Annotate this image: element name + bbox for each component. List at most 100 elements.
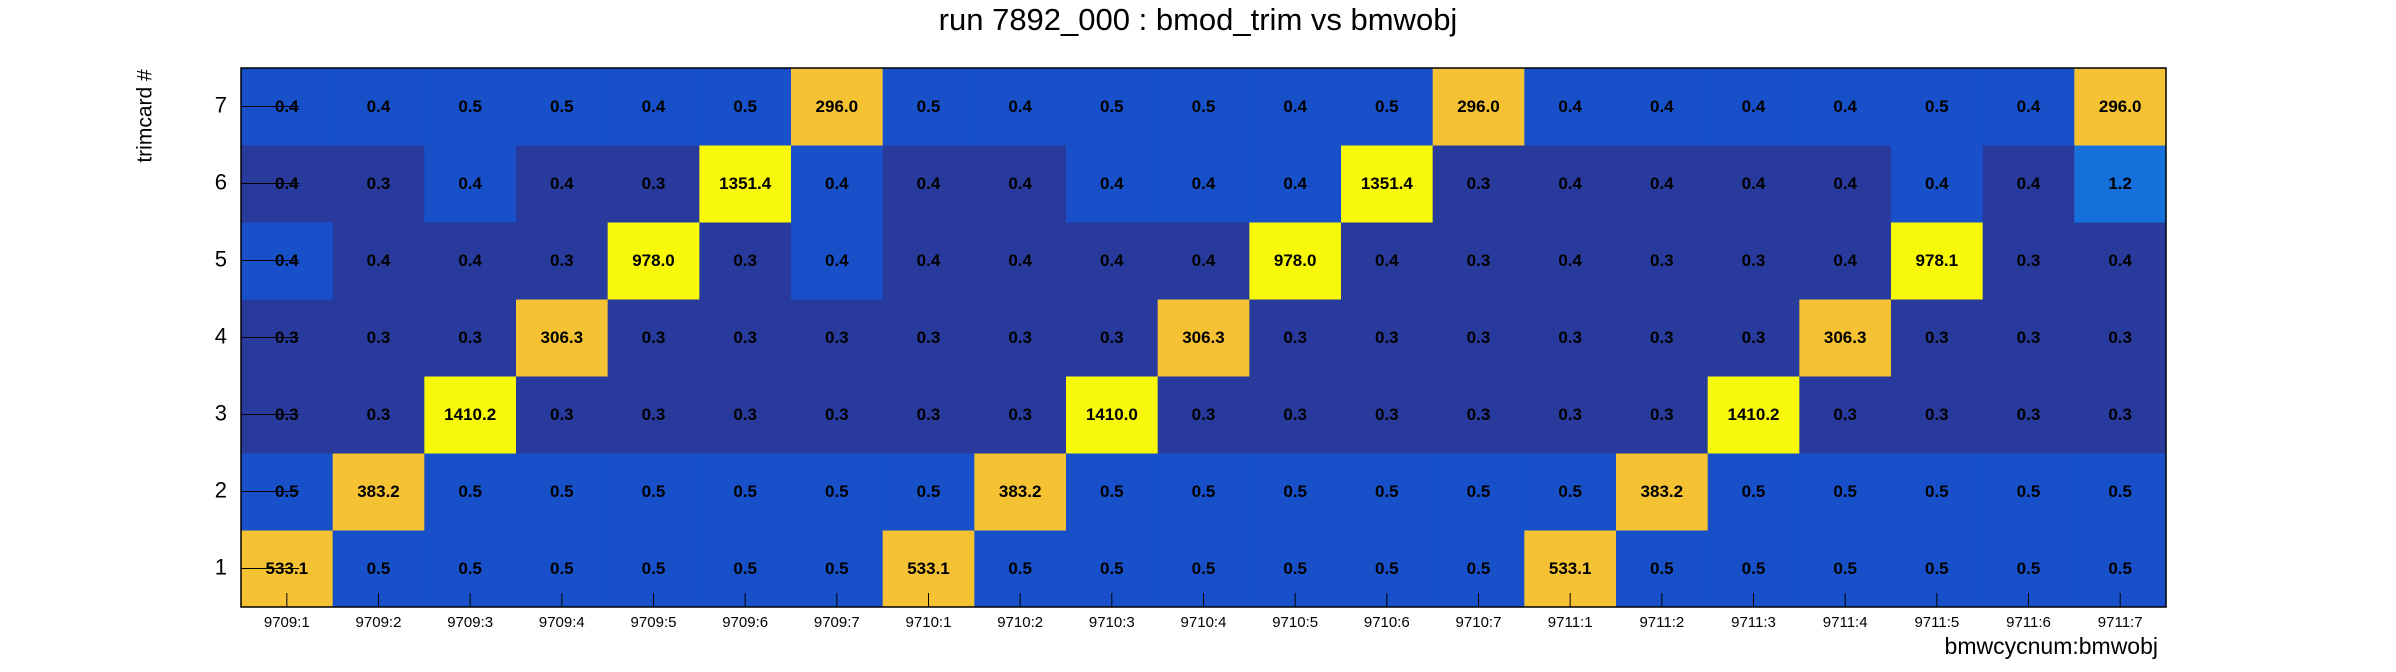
y-tick-label: 6 xyxy=(215,169,227,194)
cell-label: 0.5 xyxy=(2108,559,2132,578)
cell-label: 0.4 xyxy=(1283,174,1307,193)
heatmap-cell xyxy=(607,453,700,531)
heatmap-cell xyxy=(1432,299,1525,377)
heatmap-cell xyxy=(1891,453,1984,531)
cell-label: 0.5 xyxy=(1925,559,1949,578)
heatmap-cell xyxy=(699,453,792,531)
heatmap-cell xyxy=(424,68,517,146)
heatmap-cell xyxy=(1157,145,1250,223)
cell-label: 0.3 xyxy=(1650,405,1674,424)
cell-label: 0.5 xyxy=(1375,482,1399,501)
heatmap-cell xyxy=(974,145,1067,223)
heatmap-cell xyxy=(882,222,975,300)
cell-label: 0.5 xyxy=(1192,97,1216,116)
cell-label: 0.5 xyxy=(733,97,757,116)
cell-label: 0.5 xyxy=(1100,97,1124,116)
cell-label: 0.3 xyxy=(458,328,482,347)
heatmap-cell xyxy=(424,145,517,223)
cell-label: 0.4 xyxy=(1650,174,1674,193)
x-tick-label: 9709:6 xyxy=(722,614,768,631)
x-tick-label: 9709:4 xyxy=(539,614,585,631)
heatmap-cell xyxy=(2074,376,2167,454)
heatmap-cell xyxy=(1066,145,1159,223)
cell-label: 1410.2 xyxy=(1728,405,1780,424)
cell-label: 0.4 xyxy=(2017,97,2041,116)
heatmap-cell xyxy=(1982,222,2075,300)
heatmap-cell xyxy=(1982,376,2075,454)
cell-label: 0.5 xyxy=(733,559,757,578)
x-tick-label: 9710:5 xyxy=(1272,614,1318,631)
heatmap-cell xyxy=(1432,376,1525,454)
cell-label: 0.3 xyxy=(1650,328,1674,347)
cell-label: 0.3 xyxy=(1467,328,1491,347)
cell-label: 296.0 xyxy=(816,97,859,116)
chart-title: run 7892_000 : bmod_trim vs bmwobj xyxy=(939,2,1458,37)
cell-label: 0.3 xyxy=(2017,405,2041,424)
x-tick-label: 9710:6 xyxy=(1364,614,1410,631)
cell-label: 0.3 xyxy=(1283,405,1307,424)
cell-label: 0.5 xyxy=(1925,97,1949,116)
cell-label: 0.5 xyxy=(2017,559,2041,578)
cell-label: 0.4 xyxy=(642,97,666,116)
cell-label: 0.4 xyxy=(1008,174,1032,193)
heatmap-cell xyxy=(332,453,425,531)
heatmap-cell xyxy=(1157,299,1250,377)
heatmap-cell xyxy=(1616,68,1709,146)
cell-label: 0.5 xyxy=(1283,559,1307,578)
heatmap-cell xyxy=(1066,68,1159,146)
cell-label: 0.4 xyxy=(1558,251,1582,270)
heatmap-cell xyxy=(882,376,975,454)
cell-label: 0.4 xyxy=(1192,251,1216,270)
cell-label: 0.5 xyxy=(917,97,941,116)
heatmap-cell xyxy=(1524,68,1617,146)
cell-label: 0.3 xyxy=(825,405,849,424)
heatmap-cell xyxy=(791,453,884,531)
heatmap-cell xyxy=(1341,222,1434,300)
cell-label: 0.3 xyxy=(550,251,574,270)
cell-label: 0.3 xyxy=(1008,328,1032,347)
heatmap-cell xyxy=(1432,453,1525,531)
heatmap-cell xyxy=(791,145,884,223)
x-axis-label: bmwcycnum:bmwobj xyxy=(1945,633,2158,659)
cell-label: 0.4 xyxy=(458,174,482,193)
heatmap-cell xyxy=(1249,376,1342,454)
heatmap-cell xyxy=(2074,453,2167,531)
cell-label: 978.1 xyxy=(1916,251,1959,270)
y-tick-label: 5 xyxy=(215,246,227,271)
heatmap-cell xyxy=(1616,453,1709,531)
heatmap-cell xyxy=(1157,376,1250,454)
heatmap-cell xyxy=(1707,453,1800,531)
heatmap-cell xyxy=(1616,299,1709,377)
cell-label: 0.5 xyxy=(1467,482,1491,501)
heatmap-cell xyxy=(1707,145,1800,223)
heatmap-cell xyxy=(791,376,884,454)
heatmap-cell xyxy=(1707,376,1800,454)
cell-label: 0.3 xyxy=(1925,405,1949,424)
cell-label: 296.0 xyxy=(2099,97,2142,116)
heatmap-cell xyxy=(882,68,975,146)
cell-label: 0.4 xyxy=(367,97,391,116)
cell-label: 0.4 xyxy=(1742,97,1766,116)
heatmap-cell xyxy=(1249,222,1342,300)
cell-label: 0.5 xyxy=(2017,482,2041,501)
cell-label: 0.3 xyxy=(1558,328,1582,347)
heatmap-cell xyxy=(332,68,425,146)
cell-label: 0.3 xyxy=(917,405,941,424)
cell-label: 533.1 xyxy=(1549,559,1592,578)
cell-label: 0.4 xyxy=(2017,174,2041,193)
y-tick-label: 3 xyxy=(215,400,227,425)
cell-label: 0.3 xyxy=(1558,405,1582,424)
cell-label: 1410.2 xyxy=(444,405,496,424)
cell-label: 0.4 xyxy=(1925,174,1949,193)
x-tick-label: 9709:5 xyxy=(631,614,677,631)
x-tick-label: 9711:2 xyxy=(1639,614,1684,631)
cell-label: 0.3 xyxy=(2017,328,2041,347)
cell-label: 0.3 xyxy=(733,328,757,347)
x-tick-label: 9710:2 xyxy=(997,614,1043,631)
cell-label: 0.4 xyxy=(1558,174,1582,193)
heatmap-cell xyxy=(1799,145,1892,223)
heatmap-cell xyxy=(791,299,884,377)
x-tick-label: 9711:1 xyxy=(1548,614,1593,631)
heatmap-cell xyxy=(1524,145,1617,223)
